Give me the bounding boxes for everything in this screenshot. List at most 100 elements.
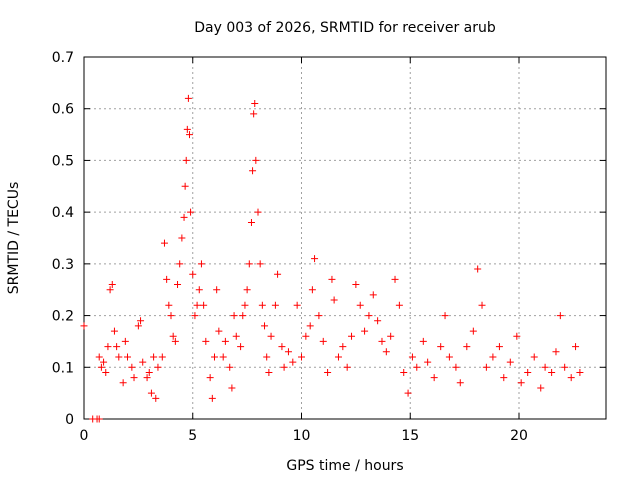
data-point bbox=[267, 332, 275, 340]
data-point bbox=[200, 301, 208, 309]
data-point bbox=[352, 281, 360, 289]
x-tick-label: 0 bbox=[80, 428, 89, 444]
data-point bbox=[387, 332, 395, 340]
data-point bbox=[524, 368, 532, 376]
data-point bbox=[289, 358, 297, 366]
data-point bbox=[382, 348, 390, 356]
data-point bbox=[150, 353, 158, 361]
data-point bbox=[130, 374, 138, 382]
y-tick-label: 0.4 bbox=[52, 205, 74, 221]
data-point bbox=[128, 363, 136, 371]
data-point bbox=[249, 167, 257, 175]
data-point bbox=[469, 327, 477, 335]
data-point bbox=[108, 281, 116, 289]
data-point bbox=[134, 322, 142, 330]
data-point bbox=[378, 337, 386, 345]
data-point bbox=[395, 301, 403, 309]
data-point bbox=[334, 353, 342, 361]
x-tick-labels: 0 5 10 15 20 bbox=[80, 428, 528, 444]
data-point bbox=[250, 110, 258, 118]
y-tick-label: 0.5 bbox=[52, 153, 74, 169]
data-point bbox=[474, 265, 482, 273]
data-point bbox=[374, 317, 382, 325]
data-point bbox=[278, 343, 286, 351]
data-point bbox=[174, 281, 182, 289]
data-point bbox=[245, 260, 253, 268]
data-point bbox=[274, 270, 282, 278]
axis-ticks bbox=[83, 56, 606, 420]
data-point bbox=[104, 343, 112, 351]
data-point bbox=[169, 332, 177, 340]
data-point bbox=[463, 343, 471, 351]
data-point bbox=[456, 379, 464, 387]
data-point bbox=[445, 353, 453, 361]
data-point bbox=[189, 270, 197, 278]
data-point bbox=[254, 208, 262, 216]
data-point bbox=[243, 286, 251, 294]
data-point bbox=[437, 343, 445, 351]
y-tick-label: 0.6 bbox=[52, 102, 74, 118]
data-point bbox=[163, 275, 171, 283]
data-point bbox=[567, 374, 575, 382]
data-point bbox=[95, 353, 103, 361]
data-point bbox=[482, 363, 490, 371]
data-point bbox=[478, 301, 486, 309]
data-point bbox=[247, 218, 255, 226]
data-point bbox=[180, 213, 188, 221]
data-point bbox=[237, 343, 245, 351]
data-point bbox=[576, 368, 584, 376]
data-point bbox=[315, 312, 323, 320]
data-point bbox=[95, 415, 103, 423]
data-point bbox=[280, 363, 288, 371]
data-point bbox=[339, 343, 347, 351]
data-point bbox=[139, 358, 147, 366]
data-point bbox=[400, 368, 408, 376]
data-point bbox=[219, 353, 227, 361]
data-point bbox=[137, 317, 145, 325]
data-point bbox=[165, 301, 173, 309]
data-point bbox=[404, 389, 412, 397]
data-point bbox=[356, 301, 364, 309]
data-point bbox=[500, 374, 508, 382]
x-tick-label: 20 bbox=[510, 428, 528, 444]
data-point bbox=[452, 363, 460, 371]
data-point bbox=[408, 353, 416, 361]
data-point bbox=[258, 301, 266, 309]
data-point bbox=[572, 343, 580, 351]
data-point bbox=[97, 363, 105, 371]
data-point bbox=[100, 358, 108, 366]
data-point bbox=[517, 379, 525, 387]
data-point bbox=[506, 358, 514, 366]
data-point bbox=[369, 291, 377, 299]
data-point bbox=[115, 353, 123, 361]
data-point bbox=[160, 239, 168, 247]
data-point bbox=[232, 332, 240, 340]
x-axis-label: GPS time / hours bbox=[286, 458, 403, 474]
data-point bbox=[202, 337, 210, 345]
data-point bbox=[271, 301, 279, 309]
data-point bbox=[430, 374, 438, 382]
data-point bbox=[211, 353, 218, 361]
data-point bbox=[171, 337, 179, 345]
data-point bbox=[311, 255, 319, 263]
data-point bbox=[391, 275, 399, 283]
x-tick-label: 5 bbox=[188, 428, 197, 444]
data-point bbox=[152, 394, 160, 402]
data-point bbox=[147, 389, 155, 397]
data-point bbox=[178, 234, 186, 242]
data-point bbox=[193, 301, 201, 309]
data-point bbox=[293, 301, 301, 309]
data-point bbox=[298, 353, 305, 361]
data-point bbox=[413, 363, 421, 371]
data-point bbox=[113, 343, 121, 351]
data-point bbox=[230, 312, 238, 320]
data-point bbox=[239, 312, 247, 320]
data-point bbox=[263, 353, 271, 361]
data-point bbox=[102, 368, 110, 376]
data-point bbox=[489, 353, 497, 361]
data-point bbox=[143, 374, 151, 382]
y-axis-label: SRMTID / TECUs bbox=[6, 182, 22, 295]
y-tick-label: 0.2 bbox=[52, 309, 74, 325]
data-point bbox=[182, 156, 190, 164]
